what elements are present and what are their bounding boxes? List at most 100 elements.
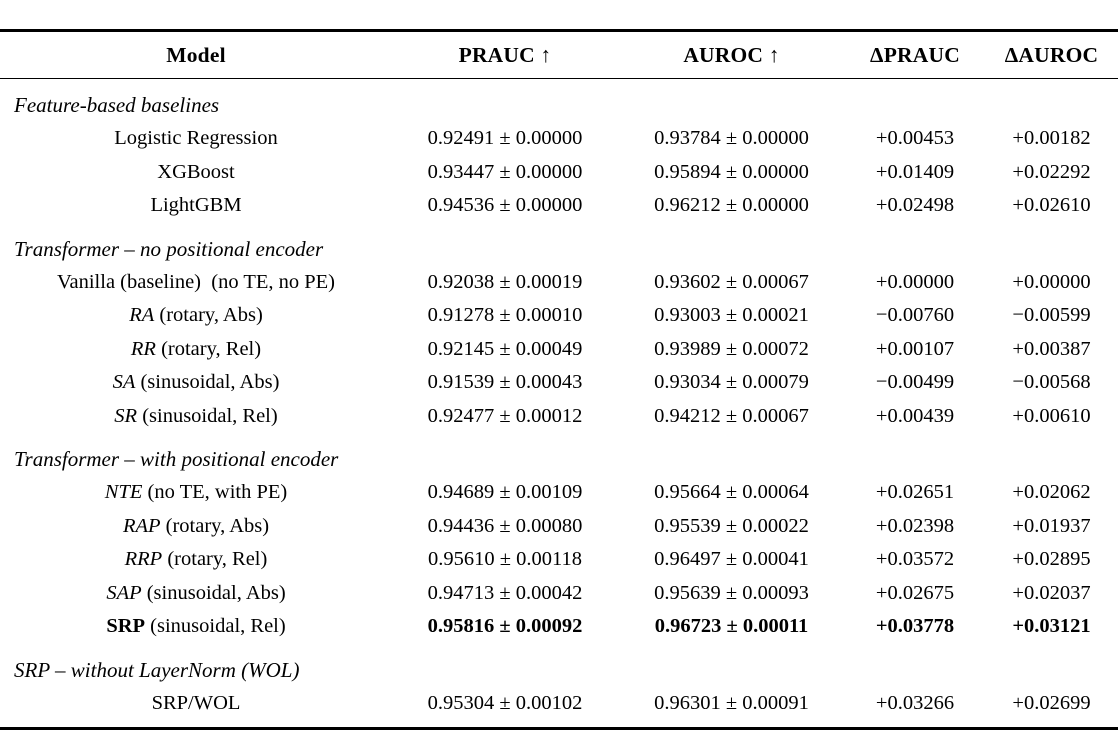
model-name-cell: SRP/WOL xyxy=(0,687,392,729)
auroc-value-cell: 0.96212 ± 0.00000 xyxy=(654,194,809,217)
model-name-cell: LightGBM xyxy=(0,189,392,223)
delta-prauc-value-cell: +0.00000 xyxy=(875,270,955,293)
model-name-cell: SA (sinusoidal, Abs) xyxy=(0,366,392,400)
model-desc: (sinusoidal, Rel) xyxy=(137,404,278,427)
delta-auroc-value-cell: +0.02037 xyxy=(1012,581,1091,604)
auroc-value-cell: 0.96723 ± 0.00011 xyxy=(654,615,809,638)
model-row: SR (sinusoidal, Rel) 0.92477 ± 0.00012 0.9… xyxy=(0,400,1118,434)
model-row: XGBoost 0.93447 ± 0.00000 0.95894 ± 0.0000… xyxy=(0,156,1118,190)
model-abbr: RAP xyxy=(122,514,161,537)
auroc-value-cell: 0.95539 ± 0.00022 xyxy=(654,514,809,537)
model-desc: (rotary, Abs) xyxy=(160,514,270,537)
table-body: Feature-based baselines Logistic Regressi… xyxy=(0,79,1118,729)
auroc-value-cell: 0.95894 ± 0.00000 xyxy=(654,160,809,183)
model-name-cell: RAP (rotary, Abs) xyxy=(0,510,392,544)
auroc-value-cell: 0.96497 ± 0.00041 xyxy=(654,548,809,571)
auroc-value-cell: 0.96301 ± 0.00091 xyxy=(654,691,809,714)
prauc-value-cell: 0.95304 ± 0.00102 xyxy=(427,691,583,714)
delta-prauc-value-cell: +0.02675 xyxy=(875,581,955,604)
delta-auroc-value-cell: +0.00000 xyxy=(1012,270,1091,293)
header-auroc: AUROC ↑ xyxy=(618,30,845,79)
delta-auroc-value-cell: +0.02292 xyxy=(1012,160,1091,183)
model-desc: SRP/WOL xyxy=(151,691,241,714)
prauc-value-cell: 0.95816 ± 0.00092 xyxy=(427,615,583,638)
section-label: SRP – without LayerNorm (WOL) xyxy=(14,657,300,682)
delta-auroc-value-cell: +0.02699 xyxy=(1012,691,1091,714)
delta-auroc-value-cell: +0.02610 xyxy=(1012,194,1091,217)
model-row: RAP (rotary, Abs) 0.94436 ± 0.00080 0.9553… xyxy=(0,510,1118,544)
model-abbr: RRP xyxy=(124,548,163,571)
model-desc: (sinusoidal, Abs) xyxy=(141,581,286,604)
model-abbr: NTE xyxy=(104,481,143,504)
model-name-cell: SR (sinusoidal, Rel) xyxy=(0,400,392,434)
model-row: Logistic Regression 0.92491 ± 0.00000 0.93… xyxy=(0,122,1118,156)
prauc-value-cell: 0.92477 ± 0.00012 xyxy=(427,404,583,427)
delta-prauc-value-cell: +0.02498 xyxy=(875,194,955,217)
prauc-value-cell: 0.92145 ± 0.00049 xyxy=(427,337,583,360)
model-desc: XGBoost xyxy=(157,160,235,183)
model-row: RR (rotary, Rel) 0.92145 ± 0.00049 0.93989… xyxy=(0,333,1118,367)
results-table: Model PRAUC ↑ AUROC ↑ ΔPRAUC ΔAUROC Feat… xyxy=(0,29,1118,730)
model-desc: Logistic Regression xyxy=(114,127,278,150)
delta-auroc-value-cell: +0.02895 xyxy=(1012,548,1091,571)
model-row: SRP/WOL 0.95304 ± 0.00102 0.96301 ± 0.0009… xyxy=(0,687,1118,729)
model-desc: LightGBM xyxy=(150,194,242,217)
model-name-cell: RR (rotary, Rel) xyxy=(0,333,392,367)
header-model: Model xyxy=(0,30,392,79)
section-label: Feature-based baselines xyxy=(14,93,220,117)
model-name-cell: NTE (no TE, with PE) xyxy=(0,476,392,510)
auroc-value-cell: 0.93784 ± 0.00000 xyxy=(654,127,809,150)
model-abbr: SA xyxy=(112,371,136,394)
section-header-row: SRP – without LayerNorm (WOL) xyxy=(0,644,1118,687)
model-desc: Vanilla (baseline) (no TE, no PE) xyxy=(56,270,335,293)
model-name-cell: SAP (sinusoidal, Abs) xyxy=(0,577,392,611)
model-row: SAP (sinusoidal, Abs) 0.94713 ± 0.00042 0.… xyxy=(0,577,1118,611)
delta-prauc-value-cell: +0.03778 xyxy=(875,615,955,638)
section-header-row: Transformer – no positional encoder xyxy=(0,223,1118,266)
delta-prauc-value-cell: +0.02651 xyxy=(875,481,955,504)
prauc-value-cell: 0.94713 ± 0.00042 xyxy=(427,581,583,604)
header-delta-auroc: ΔAUROC xyxy=(985,30,1118,79)
model-name-cell: RRP (rotary, Rel) xyxy=(0,543,392,577)
auroc-value-cell: 0.93602 ± 0.00067 xyxy=(654,270,809,293)
delta-auroc-value-cell: +0.02062 xyxy=(1012,481,1091,504)
section-header-row: Transformer – with positional encoder xyxy=(0,433,1118,476)
model-name-cell: XGBoost xyxy=(0,156,392,190)
header-row: Model PRAUC ↑ AUROC ↑ ΔPRAUC ΔAUROC xyxy=(0,30,1118,79)
prauc-value-cell: 0.95610 ± 0.00118 xyxy=(428,548,582,571)
prauc-value-cell: 0.94436 ± 0.00080 xyxy=(427,514,583,537)
model-row: Vanilla (baseline) (no TE, no PE) 0.92038… xyxy=(0,266,1118,300)
model-abbr: RA xyxy=(129,304,155,327)
model-row: NTE (no TE, with PE) 0.94689 ± 0.00109 0.9… xyxy=(0,476,1118,510)
model-abbr: SAP xyxy=(106,581,142,604)
model-abbr: SRP xyxy=(106,615,146,638)
delta-prauc-value-cell: +0.03266 xyxy=(875,691,955,714)
auroc-value-cell: 0.93003 ± 0.00021 xyxy=(654,304,809,327)
delta-prauc-value-cell: +0.00439 xyxy=(875,404,955,427)
auroc-value-cell: 0.94212 ± 0.00067 xyxy=(654,404,809,427)
auroc-value-cell: 0.95639 ± 0.00093 xyxy=(654,581,809,604)
delta-auroc-value-cell: −0.00599 xyxy=(1012,304,1091,327)
prauc-value-cell: 0.94536 ± 0.00000 xyxy=(427,194,583,217)
prauc-value-cell: 0.92038 ± 0.00019 xyxy=(427,270,583,293)
model-row: SA (sinusoidal, Abs) 0.91539 ± 0.00043 0.9… xyxy=(0,366,1118,400)
auroc-value-cell: 0.95664 ± 0.00064 xyxy=(654,481,809,504)
model-abbr: SR xyxy=(114,404,138,427)
model-desc: (rotary, Abs) xyxy=(154,304,263,327)
model-desc: (sinusoidal, Abs) xyxy=(135,371,280,394)
prauc-value-cell: 0.91539 ± 0.00043 xyxy=(427,371,583,394)
header-prauc: PRAUC ↑ xyxy=(392,30,618,79)
model-abbr: RR xyxy=(130,337,156,360)
auroc-value-cell: 0.93989 ± 0.00072 xyxy=(654,337,809,360)
delta-prauc-value-cell: +0.00453 xyxy=(875,127,955,150)
delta-auroc-value-cell: +0.00182 xyxy=(1012,127,1091,150)
model-name-cell: Vanilla (baseline) (no TE, no PE) xyxy=(0,266,392,300)
model-name-cell: SRP (sinusoidal, Rel) xyxy=(0,610,392,644)
delta-prauc-value-cell: +0.01409 xyxy=(875,160,955,183)
section-header-row: Feature-based baselines xyxy=(0,79,1118,123)
delta-prauc-value-cell: +0.03572 xyxy=(875,548,955,571)
delta-auroc-value-cell: +0.00387 xyxy=(1012,337,1091,360)
delta-prauc-value-cell: −0.00760 xyxy=(875,304,955,327)
section-label: Transformer – no positional encoder xyxy=(14,236,324,261)
section-label: Transformer – with positional encoder xyxy=(14,447,339,471)
